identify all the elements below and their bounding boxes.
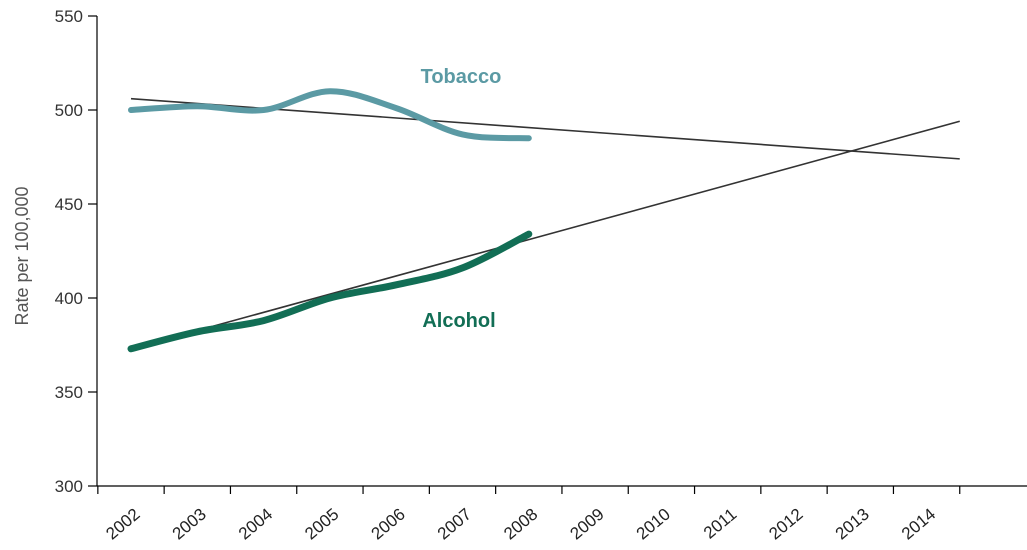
y-axis-label: Rate per 100,000 <box>12 186 32 325</box>
series-lines <box>127 88 533 353</box>
y-tick-label: 300 <box>55 477 83 496</box>
x-tick-label: 2013 <box>832 505 873 544</box>
y-tick-label: 450 <box>55 195 83 214</box>
x-axis: 2002 2003 2004 2005 2006 2007 2008 2009 2010 2011… <box>97 485 1027 544</box>
series-label-alcohol: Alcohol <box>422 310 495 332</box>
x-tick-label: 2008 <box>500 505 541 544</box>
x-tick-label: 2011 <box>700 505 740 543</box>
x-tick-label: 2014 <box>898 505 939 544</box>
x-tick-label: 2004 <box>235 505 276 544</box>
x-tick-label: 2010 <box>633 505 674 544</box>
x-tick-label: 2012 <box>765 505 806 544</box>
x-tick-label: 2009 <box>566 505 607 544</box>
y-tick-label: 550 <box>55 7 83 26</box>
y-tick-label: 350 <box>55 383 83 402</box>
x-tick-label: 2003 <box>169 505 210 544</box>
x-tick-label: 2007 <box>434 505 475 544</box>
x-tick-label: 2002 <box>102 505 143 544</box>
trendlines <box>130 97 960 350</box>
series-line-tobacco <box>128 88 532 142</box>
series-line-alcohol <box>127 230 533 353</box>
series-label-tobacco: Tobacco <box>421 66 502 88</box>
y-tick-label: 500 <box>55 101 83 120</box>
trendline-alcohol <box>130 120 960 350</box>
y-tick-label: 400 <box>55 289 83 308</box>
y-axis: 300 350 400 450 500 550 <box>55 7 98 496</box>
x-tick-label: 2005 <box>301 505 342 544</box>
x-tick-label: 2006 <box>368 505 409 544</box>
